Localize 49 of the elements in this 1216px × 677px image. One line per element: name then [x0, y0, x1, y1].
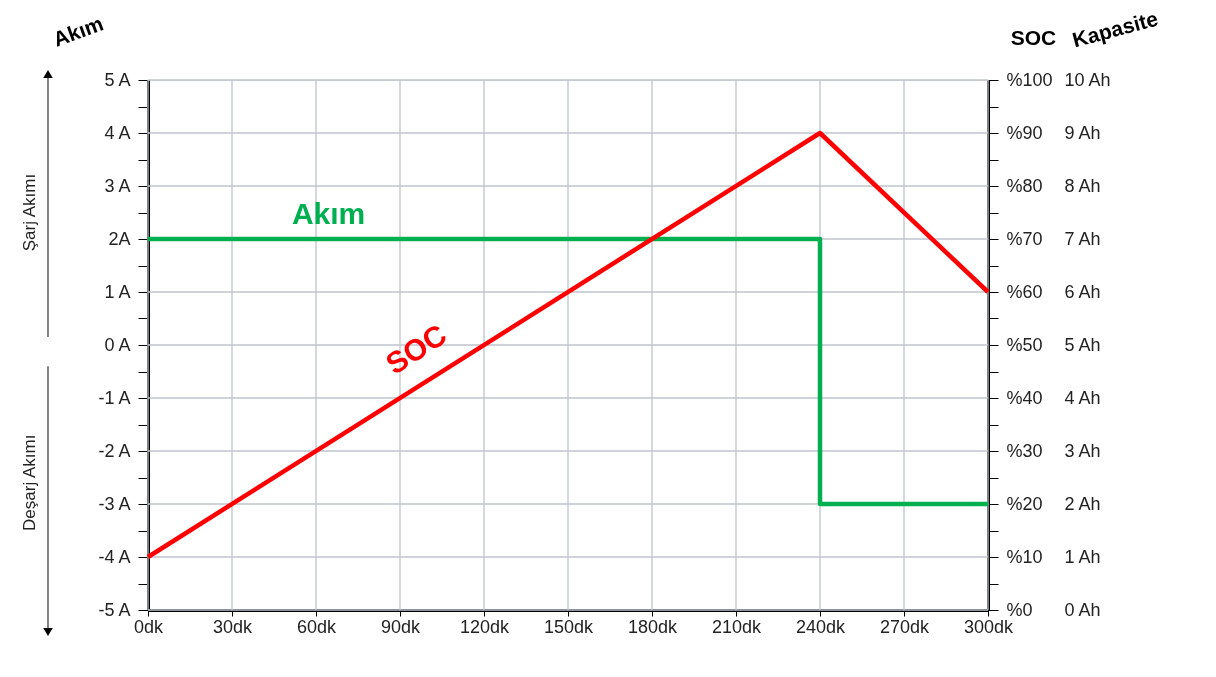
x-tick-label: 210dk — [711, 616, 763, 637]
text: Şarj Akımı — [20, 173, 39, 252]
y-tick-label: 4 A — [104, 122, 131, 143]
x-tick-label: 270dk — [879, 616, 931, 637]
y3-tick-label: 7 Ah — [1064, 228, 1101, 249]
y3-tick-label: 5 Ah — [1064, 334, 1101, 355]
x-tick-label: 150dk — [543, 616, 595, 637]
y3-axis-title: Kapasite — [1069, 6, 1161, 52]
y3-tick-label: 0 Ah — [1064, 599, 1101, 620]
x-tick-label: 30dk — [212, 616, 254, 637]
y2-tick-label: %60 — [1006, 281, 1043, 302]
y2-axis-title: SOC — [1010, 25, 1057, 49]
y3-tick-label: 4 Ah — [1064, 387, 1101, 408]
text: SOC — [379, 317, 453, 381]
x-tick-label: 120dk — [459, 616, 511, 637]
x-tick-label: 0dk — [133, 616, 165, 637]
x-tick-label: 240dk — [795, 616, 847, 637]
y2-tick-label: %90 — [1006, 122, 1043, 143]
y3-tick-label: 3 Ah — [1064, 440, 1101, 461]
series-label: Akım — [291, 197, 366, 231]
y-tick-label: 0 A — [104, 334, 131, 355]
y2-tick-label: %80 — [1006, 175, 1043, 196]
x-tick-label: 90dk — [380, 616, 422, 637]
y3-tick-label: 8 Ah — [1064, 175, 1101, 196]
y-tick-label: -5 A — [98, 599, 131, 620]
y-tick-label: -3 A — [98, 493, 131, 514]
y-tick-label: -2 A — [98, 440, 131, 461]
y2-tick-label: %40 — [1006, 387, 1043, 408]
y-tick-label: 2A — [108, 228, 131, 249]
y3-tick-label: 6 Ah — [1064, 281, 1101, 302]
y2-tick-label: %30 — [1006, 440, 1043, 461]
y-tick-label: 3 A — [104, 175, 131, 196]
y3-tick-label: 10 Ah — [1064, 69, 1111, 90]
y2-tick-label: %50 — [1006, 334, 1043, 355]
y2-tick-label: %10 — [1006, 546, 1043, 567]
y-tick-label: 5 A — [104, 69, 131, 90]
y2-tick-label: %70 — [1006, 228, 1043, 249]
x-tick-label: 180dk — [627, 616, 679, 637]
y3-tick-label: 1 Ah — [1064, 546, 1101, 567]
y-tick-label: -4 A — [98, 546, 131, 567]
y2-tick-label: %20 — [1006, 493, 1043, 514]
y2-tick-label: %100 — [1006, 69, 1053, 90]
text: Deşarj Akımı — [20, 434, 39, 531]
y3-tick-label: 2 Ah — [1064, 493, 1101, 514]
y-tick-label: 1 A — [104, 281, 131, 302]
y-axis-title: Akım — [49, 11, 107, 51]
x-tick-label: 60dk — [296, 616, 338, 637]
y-tick-label: -1 A — [98, 387, 131, 408]
y3-tick-label: 9 Ah — [1064, 122, 1101, 143]
